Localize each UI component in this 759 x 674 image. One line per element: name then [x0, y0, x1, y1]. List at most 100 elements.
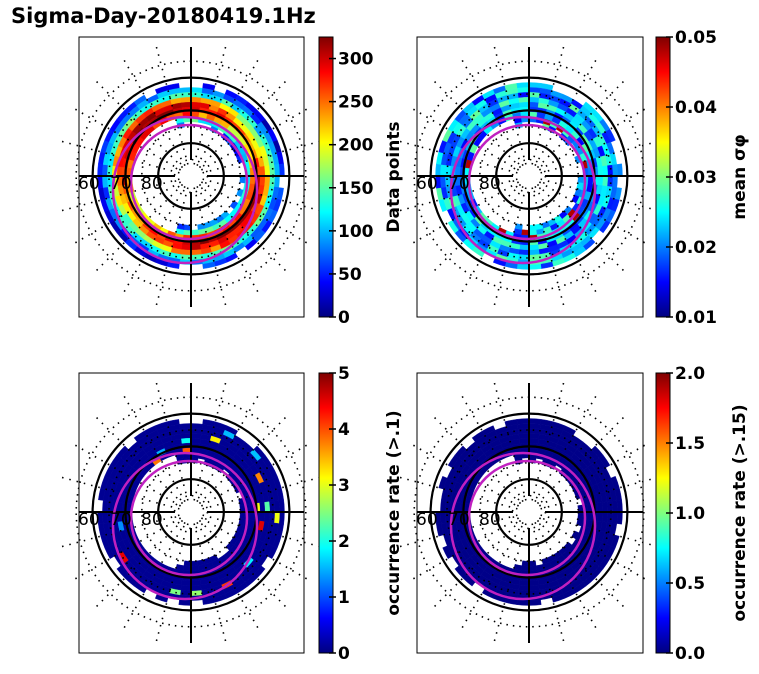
heatmap-bin	[183, 229, 192, 236]
mlt-spoke-dotted	[432, 183, 522, 273]
heatmap-bin	[577, 504, 584, 513]
colorbar-label: occurrence rate (>.15)	[730, 404, 750, 621]
heatmap-bin	[181, 244, 192, 251]
heatmap-bin	[513, 564, 523, 571]
colorbar-tick-label: 1	[338, 588, 350, 608]
colorbar-gradient	[318, 36, 334, 318]
mlt-spoke-dotted	[73, 107, 182, 171]
lat-label-60: 60	[78, 510, 100, 530]
heatmap-bin	[180, 97, 192, 104]
colorbar-tick-label: 3	[338, 476, 350, 496]
heatmap-bin	[259, 502, 266, 513]
mlt-spoke-dotted	[432, 519, 522, 609]
mlt-spoke-dotted	[538, 107, 647, 171]
colorbar-tick-label: 2	[338, 532, 350, 552]
heatmap-bin	[181, 580, 192, 587]
colorbar-tick-label: 4	[338, 420, 350, 440]
heatmap-bin	[597, 166, 604, 177]
mlt-spoke-dotted	[398, 178, 518, 212]
mlt-spoke-dotted	[531, 187, 565, 307]
mlt-spoke-dotted	[538, 443, 647, 507]
mlt-spoke-dotted	[193, 381, 227, 501]
mlt-spoke-dotted	[540, 140, 660, 174]
mlt-spoke-dotted	[122, 521, 186, 630]
mlt-spoke-dotted	[196, 58, 260, 167]
mlt-spoke-dotted	[531, 45, 565, 165]
mlt-spoke-dotted	[536, 519, 626, 609]
auroral-oval-poleward	[467, 123, 587, 241]
mlt-spoke-dotted	[155, 523, 189, 643]
colorbar-tick-label: 5	[338, 364, 350, 384]
mlt-spoke-dotted	[155, 45, 189, 165]
heatmap-bin	[190, 560, 199, 567]
mlt-spoke-dotted	[73, 181, 182, 245]
mlt-spoke-dotted	[411, 517, 520, 581]
mlt-spoke-dotted	[94, 519, 184, 609]
mlt-spoke-dotted	[198, 519, 288, 609]
mlt-spoke-dotted	[193, 523, 227, 643]
mlt-spoke-dotted	[193, 187, 227, 307]
mlt-spoke-dotted	[460, 394, 524, 503]
polar-panel-2: 60 70 80	[398, 36, 660, 318]
mlt-spoke-dotted	[531, 523, 565, 643]
mlt-spoke-dotted	[493, 523, 527, 643]
heatmap-bin	[528, 244, 539, 251]
heatmap-bin	[190, 580, 201, 587]
heatmap-bin	[263, 501, 270, 513]
colorbar-tick-label: 50	[338, 265, 362, 285]
heatmap-bin	[180, 248, 192, 255]
heatmap-bin	[597, 502, 604, 513]
heatmap-bin	[519, 580, 530, 587]
heatmap-bin	[541, 557, 550, 565]
heatmap-bin	[528, 565, 537, 572]
mlt-spoke-dotted	[493, 187, 527, 307]
lat-label-70: 70	[110, 510, 132, 530]
lat-label-80: 80	[479, 510, 501, 530]
mlt-spoke-dotted	[493, 45, 527, 165]
lat-label-70: 70	[110, 174, 132, 194]
heatmap-bin	[518, 584, 530, 591]
mlt-spoke-dotted	[460, 185, 524, 294]
mlt-spoke-dotted	[122, 394, 186, 503]
colorbar-tick-label: 0.5	[675, 574, 705, 594]
heatmap-bin	[528, 248, 540, 255]
lat-label-60: 60	[416, 174, 438, 194]
colorbar-tick-label: 1.0	[675, 504, 705, 524]
heatmap-bin	[601, 165, 608, 177]
mlt-spoke-dotted	[60, 514, 180, 548]
mlt-spoke-dotted	[534, 521, 598, 630]
mlt-spoke-dotted	[198, 183, 288, 273]
mlt-spoke-dotted	[198, 415, 288, 505]
colorbar-tick-label: 0	[338, 644, 350, 664]
heatmap-bin	[239, 504, 246, 513]
heatmap-bin	[519, 101, 530, 108]
mlt-spoke-dotted	[432, 415, 522, 505]
heatmap-bin	[528, 224, 537, 231]
auroral-oval-poleward	[129, 459, 249, 577]
heatmap-bin	[175, 564, 185, 571]
colorbar-label: Data points	[384, 121, 404, 232]
mlt-spoke-dotted	[460, 521, 524, 630]
heatmap-bin	[181, 101, 192, 108]
heatmap-bin	[528, 101, 539, 108]
lat-label-80: 80	[141, 174, 163, 194]
mlt-spoke-dotted	[94, 183, 184, 273]
colorbar-tick-label: 2.0	[675, 364, 705, 384]
heatmap-bin	[519, 244, 530, 251]
heatmap-bin	[197, 223, 206, 230]
mlt-spoke-dotted	[60, 178, 180, 212]
mlt-spoke-dotted	[122, 185, 186, 294]
mlt-spoke-dotted	[398, 514, 518, 548]
heatmap-bin	[190, 97, 202, 104]
mlt-spoke-dotted	[200, 107, 309, 171]
colorbar-1: 0 50 100 150 200 250 300 Data points	[318, 36, 404, 328]
colorbar-tick-label: 0.05	[675, 28, 717, 48]
heatmap-bin	[528, 433, 540, 440]
heatmap-bins	[435, 418, 623, 606]
heatmap-bin	[263, 511, 270, 523]
colorbar-tick-label: 0.02	[675, 238, 717, 258]
colorbar-tick-label: 0.03	[675, 168, 717, 188]
mlt-spoke-dotted	[202, 476, 322, 510]
colorbar-label: mean σφ	[730, 134, 750, 219]
